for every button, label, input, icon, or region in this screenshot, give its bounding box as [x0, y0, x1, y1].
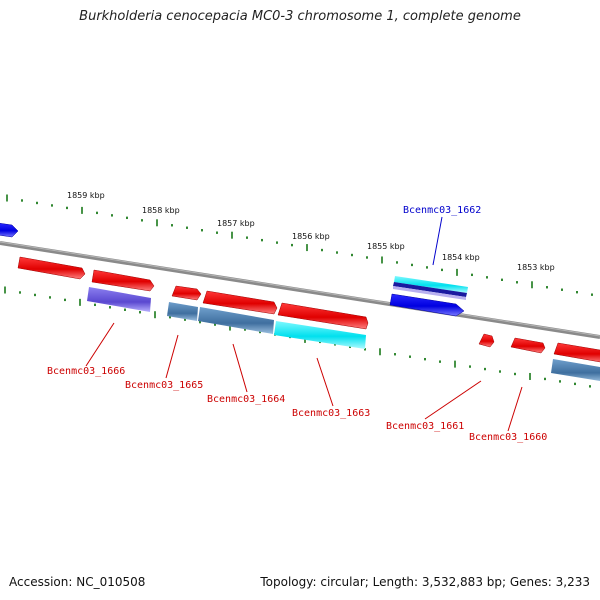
gene-bcenmc03-1661[interactable]	[478, 333, 495, 348]
gene-bcenmc03-1660[interactable]	[510, 337, 546, 354]
feature-navy-1662[interactable]	[393, 282, 467, 297]
gene-bcenmc03-1662[interactable]	[389, 293, 465, 317]
leader-line-1660	[507, 386, 523, 432]
feature-steel-1664[interactable]	[198, 307, 274, 334]
kbp-label-1853: 1853 kbp	[517, 263, 555, 272]
gene-reverse-left-edge[interactable]	[0, 223, 19, 238]
gene-label-1662[interactable]: Bcenmc03_1662	[403, 205, 481, 216]
feature-purple-1666[interactable]	[87, 287, 151, 312]
gene-right-edge[interactable]	[553, 342, 600, 363]
gene-bcenmc03-1666[interactable]	[17, 256, 86, 280]
gene-bcenmc03-1663[interactable]	[277, 302, 369, 330]
leader-line-1661	[424, 380, 482, 420]
feature-cyan-1662[interactable]	[394, 276, 468, 293]
feature-cyan-1663[interactable]	[274, 321, 366, 349]
feature-steel-1665[interactable]	[167, 302, 198, 321]
kbp-label-1855: 1855 kbp	[367, 242, 405, 251]
kbp-label-1856: 1856 kbp	[292, 232, 330, 241]
accession-text: Accession: NC_010508	[9, 575, 146, 589]
topology-text: Topology: circular; Length: 3,532,883 bp…	[260, 575, 590, 589]
leader-line-1662	[432, 216, 443, 266]
leader-line-1664	[232, 343, 248, 393]
gene-label-1660[interactable]: Bcenmc03_1660	[469, 432, 547, 443]
map-title: Burkholderia cenocepacia MC0-3 chromosom…	[79, 9, 521, 24]
chromosome-backbone	[0, 241, 600, 339]
gene-label-1663[interactable]: Bcenmc03_1663	[292, 408, 370, 419]
leader-line-1663	[316, 357, 334, 407]
kbp-label-1858: 1858 kbp	[142, 206, 180, 215]
feature-steel-1660[interactable]	[551, 359, 600, 382]
gene-label-1664[interactable]: Bcenmc03_1664	[207, 394, 285, 405]
gene-label-1666[interactable]: Bcenmc03_1666	[47, 366, 125, 377]
leader-line-1666	[85, 322, 115, 367]
gene-bcenmc03-1665[interactable]	[91, 269, 155, 292]
kbp-label-1854: 1854 kbp	[442, 253, 480, 262]
kbp-label-1859: 1859 kbp	[67, 191, 105, 200]
outer-scale-ring	[6, 194, 593, 296]
kbp-label-1857: 1857 kbp	[217, 219, 255, 228]
gene-bcenmc03-1664[interactable]	[202, 290, 278, 315]
leader-line-1665	[165, 334, 179, 379]
feature-lilac-1662[interactable]	[393, 286, 466, 300]
gene-label-1661[interactable]: Bcenmc03_1661	[386, 421, 464, 432]
gene-label-1665[interactable]: Bcenmc03_1665	[125, 380, 203, 391]
gene-bcenmc03-1664a[interactable]	[171, 285, 202, 301]
